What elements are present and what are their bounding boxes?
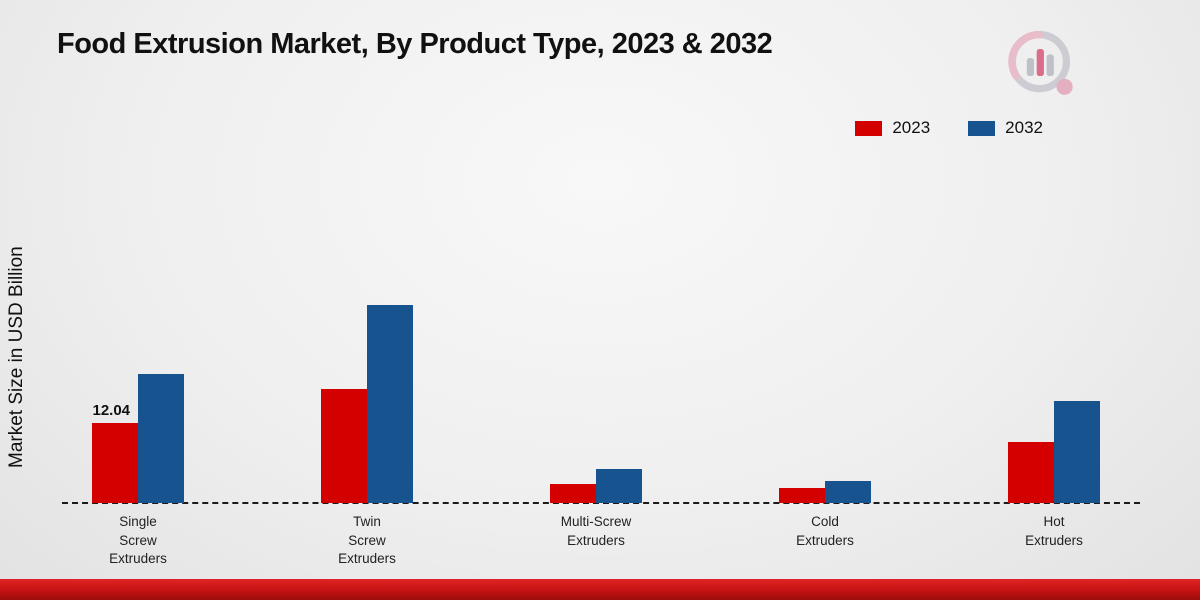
bar-2023 (779, 488, 825, 503)
plot-area: 12.04 Single Screw Extruders Twin Screw Extrud… (62, 203, 1140, 566)
legend-swatch-2032 (968, 120, 996, 136)
bar-group: Hot Extruders (1008, 203, 1100, 548)
chart-title: Food Extrusion Market, By Product Type, … (57, 28, 773, 60)
bar-value-label: 12.04 (92, 401, 131, 419)
zero-baseline (62, 502, 1140, 504)
bar-2032 (1054, 401, 1100, 503)
bar-2032 (138, 374, 184, 503)
category-label: Twin Screw Extruders (338, 514, 396, 567)
bar-pair (550, 203, 642, 503)
category-label: Cold Extruders (796, 514, 854, 548)
legend-item-2023: 2023 (855, 118, 930, 138)
legend-swatch-2023 (855, 120, 883, 136)
bar-group: Multi-Screw Extruders (550, 203, 642, 548)
bar-group: Twin Screw Extruders (321, 203, 413, 566)
bar-2023 (1008, 442, 1054, 503)
category-label: Single Screw Extruders (109, 514, 167, 567)
legend: 2023 2032 (855, 118, 1043, 138)
bar-pair: 12.04 (92, 203, 184, 503)
footer-red-band (0, 579, 1200, 600)
category-label: Multi-Screw Extruders (560, 514, 632, 548)
bar-2032 (596, 469, 642, 503)
bar-2023 (550, 483, 596, 503)
bar-chart-magnifier-logo-icon (1008, 30, 1073, 95)
bar-2023: 12.04 (92, 402, 138, 503)
bar-group: Cold Extruders (779, 203, 871, 548)
bar-group: 12.04 Single Screw Extruders (92, 203, 184, 566)
bar-pair (779, 203, 871, 503)
bar-2032 (367, 305, 413, 503)
bar-pair (321, 203, 413, 503)
bar-pair (1008, 203, 1100, 503)
legend-item-2032: 2032 (968, 118, 1043, 138)
category-label: Hot Extruders (1025, 514, 1083, 548)
y-axis-label: Market Size in USD Billion (6, 246, 27, 469)
bar-2032 (825, 481, 871, 503)
legend-label: 2023 (892, 118, 931, 137)
bar-2023 (321, 389, 367, 503)
legend-label: 2032 (1005, 118, 1043, 137)
